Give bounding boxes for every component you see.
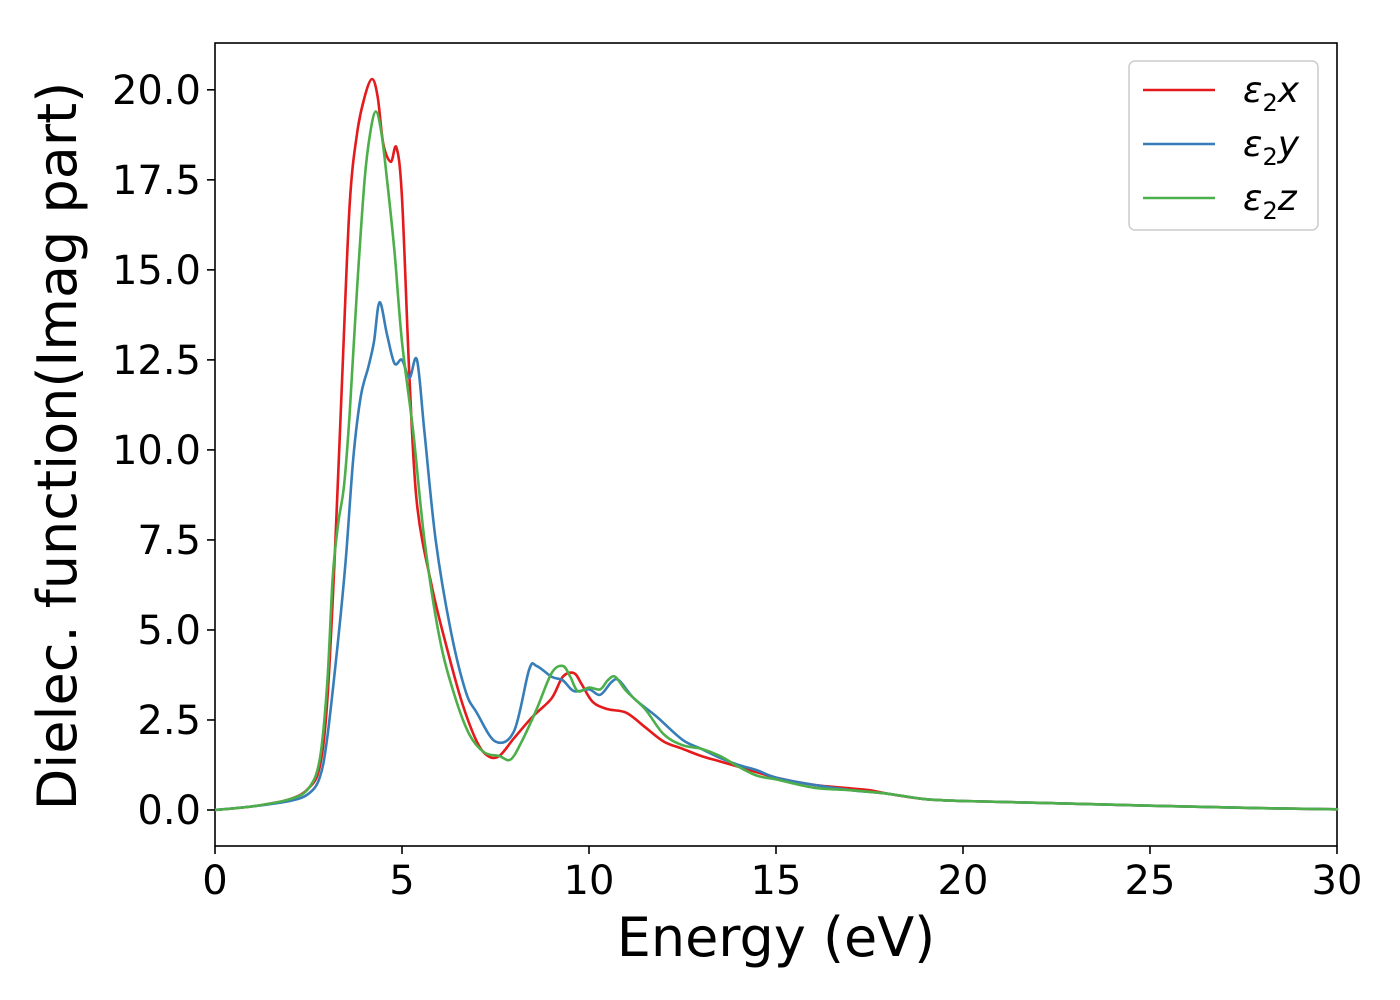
x-tick-label: 10: [564, 858, 615, 904]
x-tick-label: 25: [1125, 858, 1176, 904]
legend-frame: [1128, 60, 1319, 231]
series-layer: [213, 77, 1339, 812]
y-tick-label: 20.0: [112, 68, 201, 114]
x-tick-label: 5: [389, 858, 414, 904]
y-tick-label: 2.5: [137, 698, 201, 744]
legend: ε2x ε2y ε2z: [1128, 60, 1319, 231]
x-tick-label: 30: [1312, 858, 1363, 904]
x-axis-title: Energy (eV): [617, 906, 936, 969]
y-tick-label: 5.0: [137, 608, 201, 654]
legend-label-x: ε2x: [1243, 70, 1300, 117]
x-tick-label: 20: [938, 858, 989, 904]
y-tick-label: 17.5: [112, 158, 201, 204]
legend-label-y: ε2y: [1243, 124, 1300, 171]
y-tick-label: 15.0: [112, 248, 201, 294]
y-axis: 0.0 2.5 5.0 7.5 10.0 12.5 15.0 17.5 20.0: [112, 68, 215, 834]
y-tick-label: 0.0: [137, 788, 201, 834]
x-tick-label: 0: [202, 858, 227, 904]
series-line-y: [213, 300, 1339, 812]
x-axis: 0 5 10 15 20 25 30: [202, 846, 1362, 904]
y-axis-title: Dielec. function(Imag part): [26, 82, 89, 811]
y-tick-label: 7.5: [137, 518, 201, 564]
y-tick-label: 10.0: [112, 428, 201, 474]
y-tick-label: 12.5: [112, 338, 201, 384]
series-line-z: [213, 110, 1339, 812]
x-tick-label: 15: [751, 858, 802, 904]
legend-label-z: ε2z: [1243, 178, 1298, 225]
